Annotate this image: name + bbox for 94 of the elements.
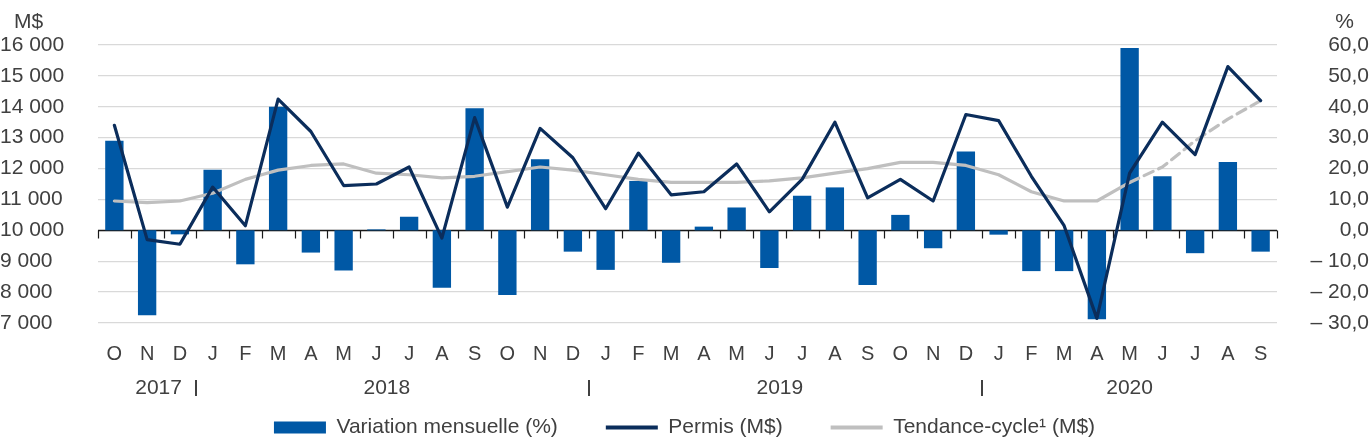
- y2-tick-label: 0,0: [1339, 217, 1369, 241]
- y2-axis-title: %: [1335, 8, 1354, 32]
- x-tick-label: N: [139, 341, 155, 364]
- bar: [629, 180, 648, 231]
- x-tick-label: J: [993, 341, 1004, 364]
- bar: [727, 207, 746, 231]
- y2-tick-label: 10,0: [1328, 186, 1369, 210]
- bar: [530, 159, 550, 231]
- bar: [498, 230, 517, 295]
- legend-label: Permis (M$): [668, 414, 783, 438]
- x-tick-label: S: [467, 341, 482, 364]
- y-tick-label: 15 000: [0, 62, 65, 86]
- x-tick-label: M: [335, 341, 352, 364]
- bar: [1120, 48, 1139, 231]
- x-tick-label: O: [499, 341, 516, 364]
- x-tick-label: S: [860, 341, 875, 364]
- x-tick-label: J: [404, 341, 415, 364]
- text: 2017: [135, 374, 182, 398]
- x-tick-label: O: [892, 341, 909, 364]
- x-tick-label: A: [697, 341, 712, 364]
- y2-tick-label: 30,0: [1328, 124, 1369, 148]
- y2-tick-label: – 20,0: [1310, 278, 1369, 302]
- x-tick-label: N: [925, 341, 941, 364]
- y-tick-label: 9 000: [0, 248, 53, 272]
- y2-tick-label: 20,0: [1328, 155, 1369, 179]
- bar: [137, 230, 157, 316]
- x-tick-label: D: [565, 341, 581, 364]
- x-tick-label: M: [1121, 341, 1138, 364]
- x-tick-label: F: [632, 341, 645, 364]
- x-tick-label: J: [371, 341, 382, 364]
- bar: [792, 195, 812, 231]
- x-tick-label: D: [172, 341, 188, 364]
- bar: [760, 230, 779, 269]
- bar: [1251, 230, 1270, 252]
- bar: [334, 230, 353, 271]
- bar: [596, 230, 615, 270]
- x-tick-label: N: [532, 341, 548, 364]
- bar: [825, 187, 845, 231]
- bar: [268, 106, 288, 231]
- y-tick-label: 14 000: [0, 93, 65, 117]
- y-tick-label: 12 000: [0, 155, 65, 179]
- x-tick-label: M: [269, 341, 287, 364]
- y-tick-label: 16 000: [0, 31, 65, 55]
- x-tick-label: A: [435, 341, 450, 364]
- x-tick-label: A: [304, 341, 319, 364]
- x-tick-label: J: [1190, 341, 1201, 364]
- bar: [661, 230, 681, 263]
- x-tick-label: S: [1253, 341, 1268, 364]
- legend-label: Variation mensuelle (%): [336, 414, 558, 438]
- x-tick-label: J: [1157, 341, 1168, 364]
- y-tick-label: 8 000: [0, 278, 53, 302]
- bar: [236, 230, 255, 265]
- text: 2019: [756, 374, 804, 398]
- x-tick-label: J: [797, 341, 808, 364]
- x-tick-label: M: [1055, 341, 1073, 364]
- x-tick-label: A: [1221, 341, 1236, 364]
- text: 2018: [363, 374, 411, 398]
- x-tick-label: M: [662, 341, 680, 364]
- legend-label: Tendance-cycle¹ (M$): [893, 414, 1096, 438]
- bar: [1185, 230, 1205, 254]
- x-tick-label: F: [1025, 341, 1038, 364]
- bar: [399, 216, 419, 231]
- y2-tick-label: 50,0: [1328, 62, 1369, 86]
- y-tick-label: 7 000: [0, 309, 53, 333]
- y-tick-label: 11 000: [0, 186, 63, 210]
- x-tick-label: F: [239, 341, 252, 364]
- y-tick-label: 10 000: [0, 217, 65, 241]
- bar: [1218, 162, 1238, 231]
- bar: [432, 230, 452, 288]
- y2-tick-label: 60,0: [1328, 31, 1369, 55]
- x-tick-label: J: [764, 341, 775, 364]
- bar: [1153, 176, 1172, 231]
- bar: [301, 230, 321, 253]
- x-tick-label: M: [728, 341, 745, 364]
- x-tick-label: J: [207, 341, 218, 364]
- bar: [923, 230, 943, 249]
- y2-tick-label: – 30,0: [1310, 309, 1369, 333]
- x-tick-label: J: [600, 341, 611, 364]
- bar: [858, 230, 877, 286]
- bar: [956, 151, 976, 231]
- x-tick-label: A: [1090, 341, 1105, 364]
- bar: [105, 140, 124, 231]
- text: 2020: [1106, 374, 1153, 398]
- x-tick-label: O: [106, 341, 123, 364]
- x-tick-label: D: [958, 341, 974, 364]
- bar: [891, 214, 910, 231]
- bar: [989, 230, 1008, 235]
- y2-tick-label: – 10,0: [1310, 248, 1369, 272]
- y2-tick-label: 40,0: [1328, 93, 1369, 117]
- y-axis-title: M$: [14, 8, 44, 32]
- y-tick-label: 13 000: [0, 124, 65, 148]
- bar: [1022, 230, 1041, 272]
- x-tick-label: A: [828, 341, 843, 364]
- bar: [563, 230, 583, 252]
